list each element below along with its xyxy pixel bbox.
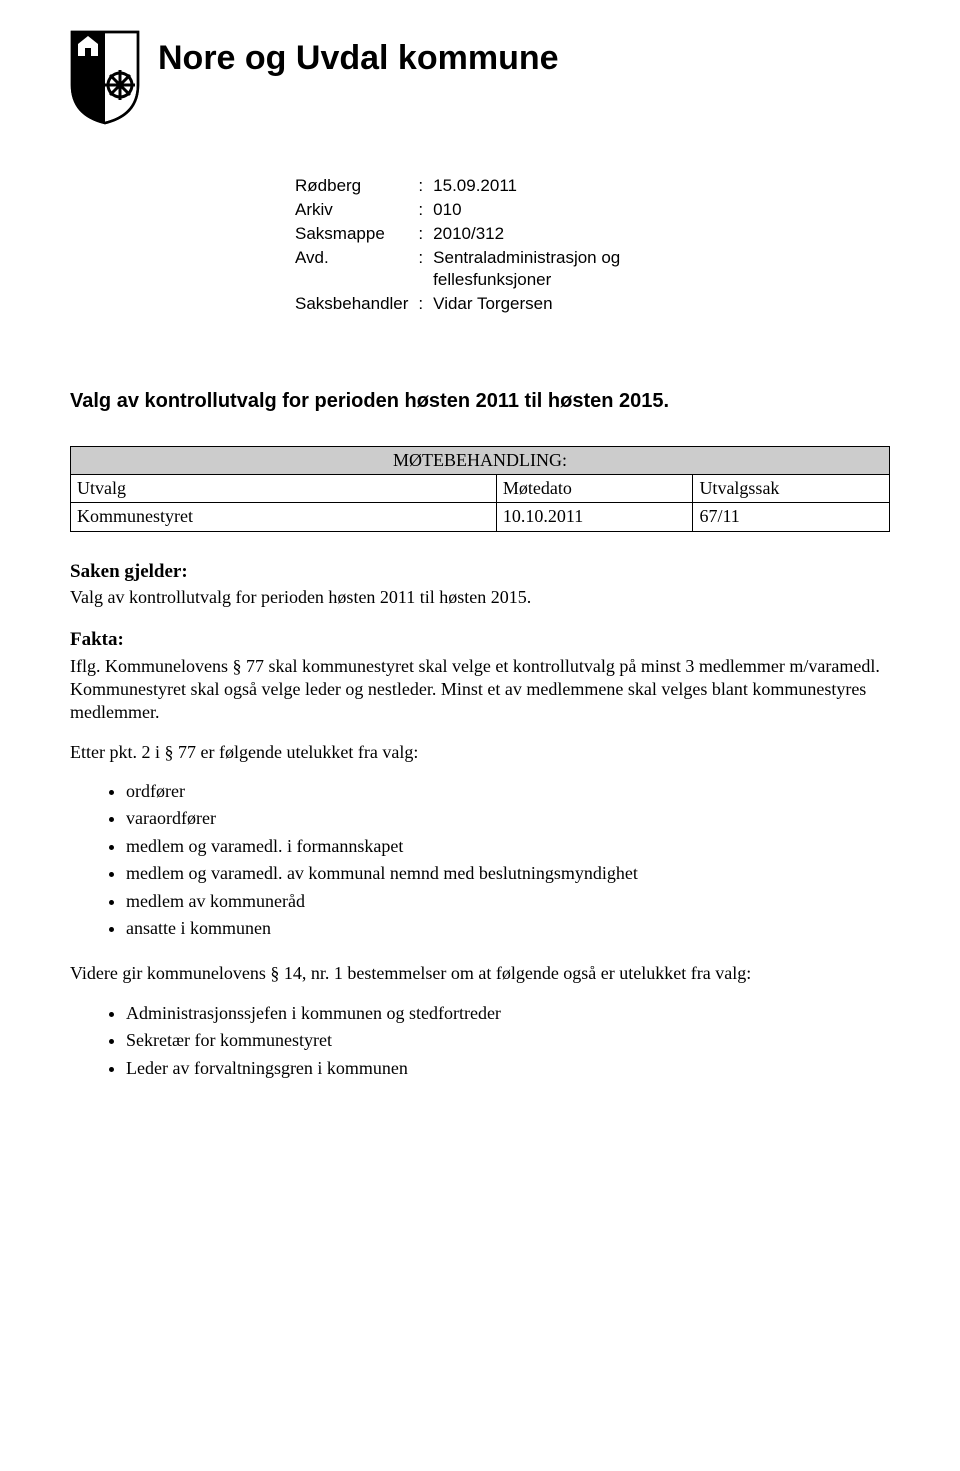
meta-value: Sentraladministrasjon og fellesfunksjone… [433,247,723,293]
list-item: medlem av kommuneråd [126,890,890,913]
meta-colon: : [412,199,433,223]
meta-label: Arkiv [295,199,412,223]
saken-text: Valg av kontrollutvalg for perioden høst… [70,586,890,609]
meta-colon: : [412,175,433,199]
list-item: Leder av forvaltningsgren i kommunen [126,1057,890,1080]
meta-colon: : [412,223,433,247]
table-row: Kommunestyret 10.10.2011 67/11 [71,503,890,531]
fakta-para: Iflg. Kommunelovens § 77 skal kommunesty… [70,655,890,725]
proc-col-head: Utvalg [71,474,497,502]
proc-cell: Kommunestyret [71,503,497,531]
list-item: ansatte i kommunen [126,917,890,940]
list-item: varaordfører [126,807,890,830]
meta-table: Rødberg : 15.09.2011 Arkiv : 010 Saksmap… [295,175,723,318]
meta-label: Avd. [295,247,412,293]
meta-value: 010 [433,199,723,223]
list-item: medlem og varamedl. av kommunal nemnd me… [126,862,890,885]
section-heading-saken: Saken gjelder: [70,560,890,585]
page-title: Nore og Uvdal kommune [158,36,559,80]
proc-table-banner: MØTEBEHANDLING: [71,446,890,474]
fakta-para: Etter pkt. 2 i § 77 er følgende utelukke… [70,741,890,764]
meta-colon: : [412,247,433,293]
document-header: Nore og Uvdal kommune [70,30,890,125]
list-item: ordfører [126,780,890,803]
list-item: Sekretær for kommunestyret [126,1029,890,1052]
processing-table: MØTEBEHANDLING: Utvalg Møtedato Utvalgss… [70,446,890,532]
meta-label: Rødberg [295,175,412,199]
proc-col-head: Møtedato [496,474,693,502]
meta-value: 2010/312 [433,223,723,247]
proc-col-head: Utvalgssak [693,474,890,502]
meta-value: 15.09.2011 [433,175,723,199]
exclusion-list-2: Administrasjonssjefen i kommunen og sted… [70,1002,890,1080]
fakta-para: Videre gir kommunelovens § 14, nr. 1 bes… [70,962,890,985]
proc-cell: 67/11 [693,503,890,531]
proc-cell: 10.10.2011 [496,503,693,531]
meta-colon: : [412,293,433,317]
municipality-crest-icon [70,30,140,125]
list-item: medlem og varamedl. i formannskapet [126,835,890,858]
case-title: Valg av kontrollutvalg for perioden høst… [70,388,890,414]
meta-label: Saksmappe [295,223,412,247]
meta-label: Saksbehandler [295,293,412,317]
exclusion-list-1: ordfører varaordfører medlem og varamedl… [70,780,890,940]
section-heading-fakta: Fakta: [70,628,890,653]
list-item: Administrasjonssjefen i kommunen og sted… [126,1002,890,1025]
meta-value: Vidar Torgersen [433,293,723,317]
case-meta: Rødberg : 15.09.2011 Arkiv : 010 Saksmap… [295,175,890,318]
